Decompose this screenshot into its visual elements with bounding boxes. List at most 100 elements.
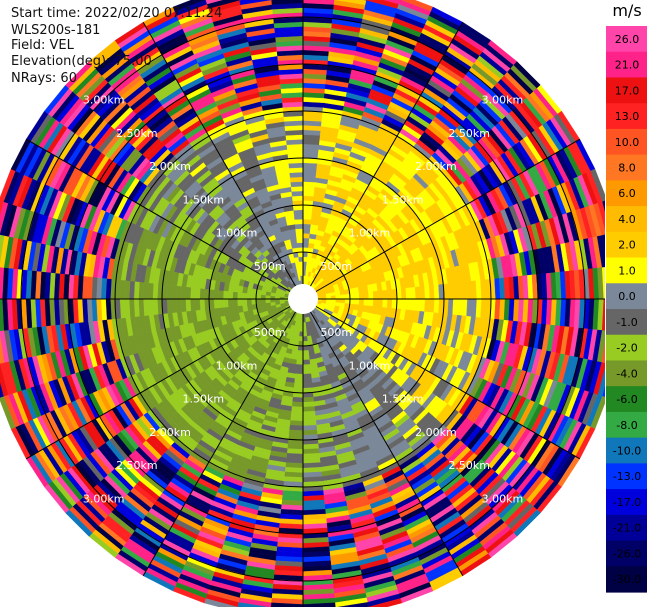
colorbar-bin: [606, 411, 647, 439]
velocity-gate: [340, 294, 346, 300]
velocity-gate: [189, 286, 196, 300]
colorbar-bin: [606, 206, 647, 233]
velocity-gate: [302, 195, 315, 202]
colorbar-tick-label: 26.0: [615, 33, 640, 46]
velocity-gate: [339, 289, 346, 296]
velocity-gate: [299, 265, 304, 272]
velocity-gate: [0, 334, 5, 364]
velocity-gate: [291, 401, 304, 408]
velocity-gate: [358, 298, 365, 306]
velocity-gate: [354, 298, 360, 306]
velocity-gate: [222, 290, 229, 300]
azimuth-spoke: [25, 138, 304, 300]
velocity-gate: [335, 294, 341, 300]
velocity-gate: [294, 261, 300, 268]
velocity-gate: [290, 181, 304, 188]
velocity-gate: [302, 232, 311, 239]
velocity-gate: [218, 298, 224, 309]
velocity-gate: [337, 602, 369, 607]
velocity-gate: [302, 0, 335, 5]
velocity-gate: [344, 293, 351, 300]
velocity-gate: [302, 401, 315, 408]
range-ring-label: 2.00km: [415, 426, 457, 439]
velocity-gate: [294, 223, 304, 230]
colorbar-bin: [606, 231, 647, 259]
velocity-gate: [405, 287, 412, 300]
azimuth-spoke: [302, 138, 581, 300]
velocity-gate: [205, 0, 223, 5]
velocity-gate: [428, 284, 435, 300]
velocity-gate: [296, 237, 304, 244]
velocity-gate: [288, 429, 304, 436]
colorbar-tick-labels: 26.0 21.0 17.0 13.0 10.0 8.0 6.0 4.0 2.0 1.0 0.0 -1…: [613, 33, 641, 586]
velocity-gate: [0, 330, 10, 363]
range-ring-label: 2.00km: [415, 160, 457, 173]
velocity-gate: [295, 228, 304, 234]
velocity-gate: [368, 291, 374, 300]
velocity-gate: [0, 364, 9, 397]
velocity-gate: [377, 290, 384, 300]
colorbar-bin: [606, 489, 647, 516]
velocity-gate: [302, 209, 313, 216]
center-blank: [288, 284, 318, 314]
range-ring-label: 2.50km: [116, 459, 158, 472]
velocity-gate: [302, 251, 309, 258]
velocity-gate: [288, 162, 304, 169]
range-ring-label: 2.50km: [116, 127, 158, 140]
velocity-gate: [241, 292, 248, 300]
velocity-gate: [433, 298, 440, 314]
velocity-gate: [302, 340, 309, 347]
velocity-gate: [166, 284, 173, 300]
velocity-gate: [302, 228, 311, 234]
colorbar-tick-label: -21.0: [613, 522, 641, 535]
velocity-gate: [0, 298, 5, 332]
velocity-gate: [433, 284, 440, 300]
velocity-gate: [367, 593, 401, 607]
velocity-gate: [601, 340, 605, 364]
velocity-gate: [294, 368, 304, 375]
instrument-label: WLS200s-181: [11, 23, 101, 38]
velocity-gate: [237, 602, 269, 607]
velocity-gate: [240, 0, 273, 10]
azimuth-spoke: [302, 298, 464, 577]
velocity-gate: [0, 396, 16, 430]
velocity-gate: [295, 364, 304, 370]
velocity-gate: [298, 261, 304, 267]
colorbar-bin: [606, 334, 647, 362]
velocity-gate: [255, 293, 262, 300]
colorbar-bin: [606, 77, 647, 104]
range-ring-label: 1.00km: [216, 359, 258, 372]
velocity-gate: [601, 234, 605, 258]
velocity-gate: [410, 298, 417, 312]
velocity-gate: [172, 0, 205, 12]
range-ring-label: 1.00km: [349, 227, 391, 240]
colorbar-bin: [606, 309, 647, 336]
velocity-gate: [340, 298, 346, 304]
colorbar-tick-label: -13.0: [613, 470, 641, 483]
velocity-gate: [302, 354, 310, 361]
colorbar-tick-label: 6.0: [618, 187, 636, 200]
velocity-gate: [296, 354, 304, 361]
velocity-gate: [386, 298, 393, 309]
range-ring-label: 3.00km: [482, 492, 524, 505]
range-ring-label: 2.50km: [448, 127, 490, 140]
velocity-gate: [330, 295, 337, 300]
velocity-gate: [185, 286, 192, 300]
colorbar-bin: [606, 437, 647, 464]
colorbar-bin: [606, 514, 647, 542]
velocity-gate: [0, 200, 4, 216]
velocity-gate: [265, 302, 272, 308]
field-label: Field: VEL: [11, 38, 74, 53]
velocity-gate: [227, 298, 234, 308]
velocity-gate: [206, 0, 240, 9]
velocity-gate: [372, 290, 379, 300]
velocity-gate: [372, 298, 379, 308]
velocity-gate: [175, 298, 182, 313]
velocity-gate: [271, 0, 304, 5]
velocity-gate: [290, 406, 304, 413]
velocity-gate: [306, 335, 313, 342]
colorbar-title: m/s: [612, 1, 641, 20]
range-ring-label: 3.00km: [83, 492, 125, 505]
velocity-gate: [368, 598, 403, 607]
range-ring-label: 1.00km: [349, 359, 391, 372]
